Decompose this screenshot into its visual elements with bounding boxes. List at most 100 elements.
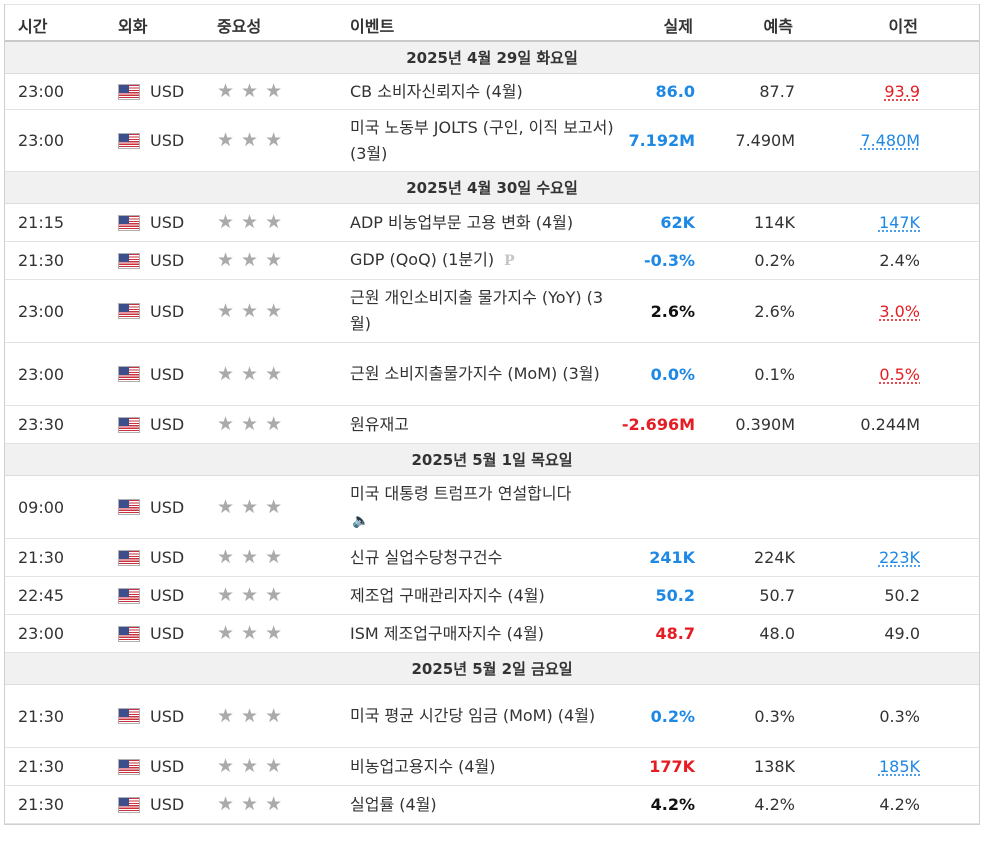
- header-time[interactable]: 시간: [18, 17, 48, 36]
- previous-value[interactable]: 223K: [878, 548, 920, 567]
- event-row[interactable]: 21:30 USD ★ ★ ★ 실업률 (4월) 4.2% 4.2% 4.2%: [5, 786, 979, 824]
- event-row[interactable]: 21:30 USD ★ ★ ★ 미국 평균 시간당 임금 (MoM) (4월) 0.…: [5, 685, 979, 748]
- previous-value: 4.2%: [879, 795, 920, 814]
- previous-value-cell[interactable]: 185K: [830, 748, 920, 785]
- event-row[interactable]: 21:15 USD ★ ★ ★ ADP 비농업부문 고용 변화 (4월) 62K 1…: [5, 204, 979, 242]
- header-currency[interactable]: 외화: [118, 17, 148, 36]
- event-name[interactable]: 비농업고용지수 (4월): [350, 756, 496, 776]
- event-row[interactable]: 23:30 USD ★ ★ ★ 원유재고 -2.696M 0.390M 0.244M: [5, 406, 979, 444]
- event-name[interactable]: 근원 개인소비지출 물가지수 (YoY) (3월): [350, 288, 604, 333]
- event-time: 23:00: [18, 364, 65, 384]
- event-name[interactable]: 원유재고: [350, 414, 409, 434]
- us-flag-icon: [118, 252, 140, 269]
- forecast-value: [705, 476, 795, 538]
- star-icon: ★: [217, 362, 235, 385]
- event-name-cell[interactable]: 제조업 구매관리자지수 (4월): [350, 577, 620, 614]
- forecast-value: 48.0: [759, 624, 795, 643]
- previous-value[interactable]: 185K: [878, 757, 920, 776]
- event-name[interactable]: 미국 노동부 JOLTS (구인, 이직 보고서) (3월): [350, 117, 614, 163]
- forecast-value: 114K: [753, 213, 795, 232]
- event-name[interactable]: 신규 실업수당청구건수: [350, 547, 503, 567]
- currency-code: USD: [150, 251, 185, 270]
- event-time: 23:30: [18, 415, 65, 434]
- event-time: 21:30: [18, 548, 65, 567]
- event-name-cell[interactable]: 원유재고: [350, 406, 620, 443]
- previous-value-cell[interactable]: 3.0%: [830, 280, 920, 342]
- currency-cell: USD: [118, 242, 208, 279]
- event-name-cell[interactable]: ADP 비농업부문 고용 변화 (4월): [350, 204, 620, 241]
- star-icon: ★: [265, 755, 283, 777]
- event-time: 22:45: [18, 586, 65, 605]
- currency-cell: USD: [118, 786, 208, 823]
- actual-value: -0.3%: [643, 251, 695, 270]
- event-name[interactable]: GDP (QoQ) (1분기): [350, 250, 495, 269]
- event-row[interactable]: 21:30 USD ★ ★ ★ 비농업고용지수 (4월) 177K 138K 185…: [5, 748, 979, 786]
- previous-value[interactable]: 7.480M: [860, 131, 920, 150]
- event-name-cell[interactable]: GDP (QoQ) (1분기) P: [350, 242, 620, 279]
- date-header: 2025년 4월 29일 화요일: [5, 42, 979, 74]
- event-name[interactable]: ADP 비농업부문 고용 변화 (4월): [350, 212, 574, 232]
- currency-cell: USD: [118, 476, 208, 538]
- event-name-cell[interactable]: 비농업고용지수 (4월): [350, 748, 620, 785]
- event-row[interactable]: 09:00 USD ★ ★ ★ 미국 대통령 트럼프가 연설합니다 🔈: [5, 476, 979, 539]
- actual-value: 7.192M: [628, 131, 695, 150]
- previous-value[interactable]: 0.5%: [879, 364, 920, 384]
- event-row[interactable]: 21:30 USD ★ ★ ★ GDP (QoQ) (1분기) P -0.3% 0.2…: [5, 242, 979, 280]
- event-name-cell[interactable]: 미국 대통령 트럼프가 연설합니다 🔈: [350, 476, 620, 538]
- header-event[interactable]: 이벤트: [350, 17, 395, 36]
- event-name-cell[interactable]: 실업률 (4월): [350, 786, 620, 823]
- header-actual[interactable]: 실제: [663, 17, 693, 36]
- currency-cell: USD: [118, 406, 208, 443]
- us-flag-icon: [118, 416, 140, 433]
- previous-value-cell: 49.0: [830, 615, 920, 652]
- previous-value-cell[interactable]: 223K: [830, 539, 920, 576]
- importance-stars: ★ ★ ★: [217, 204, 317, 241]
- event-name-cell[interactable]: 근원 개인소비지출 물가지수 (YoY) (3월): [350, 280, 620, 342]
- event-row[interactable]: 23:00 USD ★ ★ ★ 근원 개인소비지출 물가지수 (YoY) (3월) …: [5, 280, 979, 343]
- header-importance[interactable]: 중요성: [217, 17, 262, 36]
- star-icon: ★: [265, 793, 283, 815]
- event-name-cell[interactable]: CB 소비자신뢰지수 (4월): [350, 74, 620, 109]
- previous-value-cell[interactable]: 7.480M: [830, 110, 920, 171]
- previous-value-cell[interactable]: 147K: [830, 204, 920, 241]
- actual-value: 86.0: [655, 82, 695, 101]
- header-forecast[interactable]: 예측: [763, 17, 793, 36]
- event-name[interactable]: 미국 대통령 트럼프가 연설합니다: [350, 483, 572, 503]
- previous-value[interactable]: 147K: [878, 213, 920, 232]
- event-row[interactable]: 23:00 USD ★ ★ ★ CB 소비자신뢰지수 (4월) 86.0 87.7 …: [5, 74, 979, 110]
- currency-cell: USD: [118, 685, 208, 747]
- event-row[interactable]: 23:00 USD ★ ★ ★ ISM 제조업구매자지수 (4월) 48.7 48.…: [5, 615, 979, 653]
- actual-value: 0.2%: [650, 706, 695, 726]
- us-flag-icon: [118, 132, 140, 149]
- star-icon: ★: [217, 299, 235, 322]
- event-row[interactable]: 23:00 USD ★ ★ ★ 미국 노동부 JOLTS (구인, 이직 보고서) …: [5, 110, 979, 172]
- event-row[interactable]: 21:30 USD ★ ★ ★ 신규 실업수당청구건수 241K 224K 223K: [5, 539, 979, 577]
- event-row[interactable]: 23:00 USD ★ ★ ★ 근원 소비지출물가지수 (MoM) (3월) 0.0…: [5, 343, 979, 406]
- event-name[interactable]: ISM 제조업구매자지수 (4월): [350, 623, 544, 643]
- event-row[interactable]: 22:45 USD ★ ★ ★ 제조업 구매관리자지수 (4월) 50.2 50.7…: [5, 577, 979, 615]
- event-name[interactable]: 제조업 구매관리자지수 (4월): [350, 585, 545, 605]
- event-name[interactable]: 실업률 (4월): [350, 794, 437, 814]
- currency-code: USD: [150, 624, 185, 643]
- star-icon: ★: [265, 299, 283, 322]
- previous-value: 0.244M: [860, 415, 920, 434]
- event-name[interactable]: 근원 소비지출물가지수 (MoM) (3월): [350, 364, 600, 383]
- event-time: 21:30: [18, 795, 65, 814]
- header-previous[interactable]: 이전: [888, 17, 918, 36]
- event-name-cell[interactable]: 신규 실업수당청구건수: [350, 539, 620, 576]
- event-name-cell[interactable]: 근원 소비지출물가지수 (MoM) (3월): [350, 343, 620, 405]
- forecast-value: 0.3%: [754, 706, 795, 726]
- event-name-cell[interactable]: ISM 제조업구매자지수 (4월): [350, 615, 620, 652]
- event-name-cell[interactable]: 미국 평균 시간당 임금 (MoM) (4월): [350, 685, 620, 747]
- previous-value-cell[interactable]: 93.9: [830, 74, 920, 109]
- event-name-cell[interactable]: 미국 노동부 JOLTS (구인, 이직 보고서) (3월): [350, 110, 620, 171]
- previous-value[interactable]: 3.0%: [879, 301, 920, 321]
- actual-value: 177K: [649, 757, 695, 776]
- star-icon: ★: [265, 622, 283, 644]
- previous-value[interactable]: 93.9: [884, 82, 920, 101]
- event-name[interactable]: CB 소비자신뢰지수 (4월): [350, 81, 523, 101]
- forecast-value: 224K: [753, 548, 795, 567]
- event-name[interactable]: 미국 평균 시간당 임금 (MoM) (4월): [350, 706, 596, 725]
- previous-value-cell: 0.3%: [830, 685, 920, 747]
- previous-value-cell[interactable]: 0.5%: [830, 343, 920, 405]
